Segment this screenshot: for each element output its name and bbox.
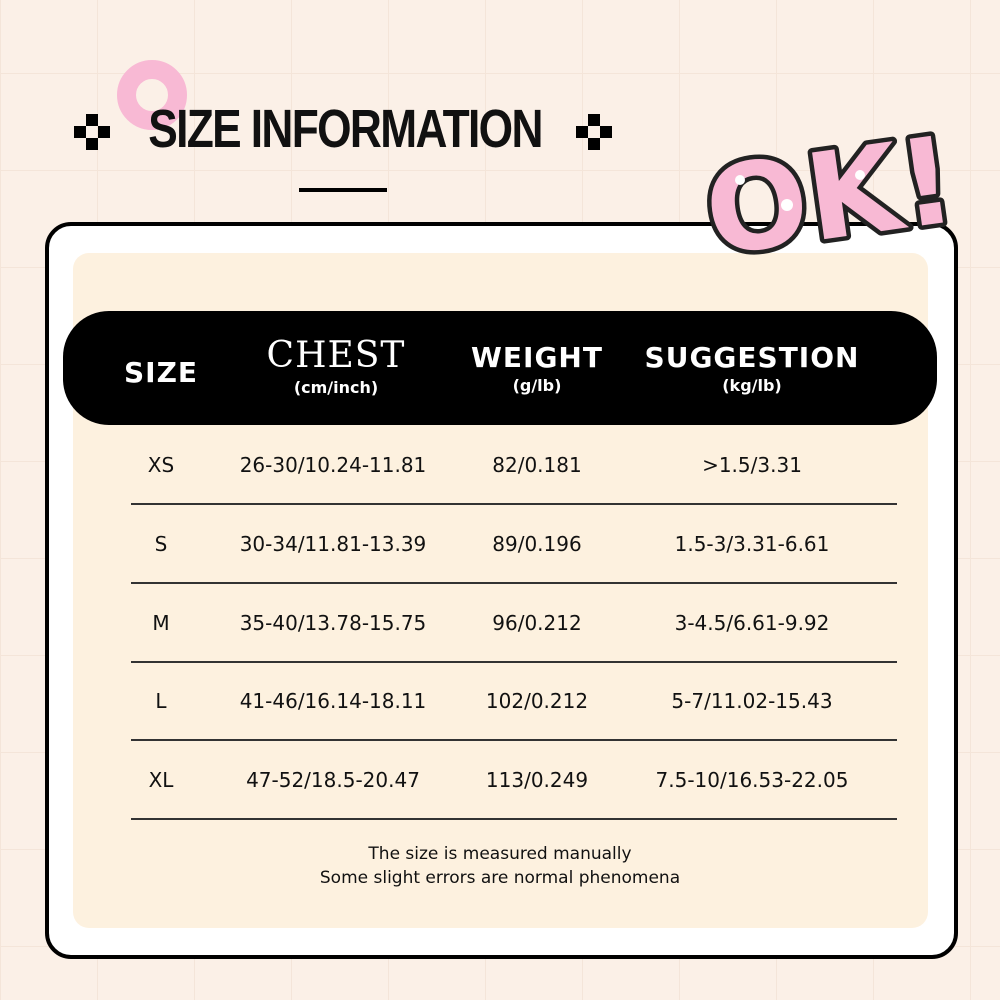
page-title: SIZE INFORMATION — [148, 99, 543, 159]
header-weight-unit: (g/lb) — [512, 376, 562, 395]
sticker-dot — [855, 170, 865, 180]
header-suggestion-label: SUGGESTION — [644, 341, 860, 374]
cell-suggestion: 7.5-10/16.53-22.05 — [655, 768, 849, 792]
ok-sticker-text: OK! — [697, 111, 955, 275]
header-suggestion-unit: (kg/lb) — [722, 376, 782, 395]
note-line-1: The size is measured manually — [368, 844, 632, 864]
table-row: XS 26-30/10.24-11.81 82/0.181 >1.5/3.31 — [0, 426, 1000, 504]
header-chest-unit: (cm/inch) — [293, 378, 379, 397]
cell-weight: 82/0.181 — [492, 453, 582, 477]
cell-suggestion: 5-7/11.02-15.43 — [671, 689, 833, 713]
sparkle-icon-left — [74, 114, 110, 150]
header-weight-label: WEIGHT — [471, 341, 603, 374]
table-row: XL 47-52/18.5-20.47 113/0.249 7.5-10/16.53-… — [0, 741, 1000, 819]
table-row: M 35-40/13.78-15.75 96/0.212 3-4.5/6.61-9.9… — [0, 584, 1000, 662]
cell-size: XS — [147, 453, 175, 477]
row-divider — [131, 818, 897, 820]
row-divider — [131, 582, 897, 584]
cell-chest: 47-52/18.5-20.47 — [246, 768, 420, 792]
header-weight: WEIGHT (g/lb) — [471, 341, 603, 395]
header-chest: CHEST (cm/inch) — [267, 335, 406, 397]
sparkle-icon-right — [576, 114, 612, 150]
row-divider — [131, 503, 897, 505]
cell-weight: 113/0.249 — [485, 768, 589, 792]
cell-size: S — [154, 532, 168, 556]
title-underline — [299, 188, 387, 192]
cell-chest: 35-40/13.78-15.75 — [239, 611, 427, 635]
header-chest-label: CHEST — [266, 335, 406, 376]
header-size: SIZE — [123, 356, 199, 389]
sticker-dot — [781, 199, 793, 211]
table-row: L 41-46/16.14-18.11 102/0.212 5-7/11.02-15.… — [0, 662, 1000, 740]
cell-size: XL — [148, 768, 174, 792]
row-divider — [131, 661, 897, 663]
cell-suggestion: 3-4.5/6.61-9.92 — [674, 611, 830, 635]
cell-weight: 89/0.196 — [492, 532, 582, 556]
cell-weight: 96/0.212 — [492, 611, 582, 635]
header-suggestion: SUGGESTION (kg/lb) — [645, 341, 860, 395]
sticker-dot — [735, 175, 745, 185]
cell-size: M — [152, 611, 170, 635]
ok-sticker: OK! — [695, 107, 955, 275]
cell-weight: 102/0.212 — [485, 689, 589, 713]
cell-chest: 41-46/16.14-18.11 — [239, 689, 427, 713]
table-header: SIZE CHEST (cm/inch) WEIGHT (g/lb) SUGGE… — [63, 311, 937, 425]
cell-suggestion: >1.5/3.31 — [702, 453, 802, 477]
cell-suggestion: 1.5-3/3.31-6.61 — [674, 532, 830, 556]
row-divider — [131, 739, 897, 741]
pink-ring-decoration — [117, 60, 187, 130]
note-line-2: Some slight errors are normal phenomena — [319, 868, 681, 888]
cell-size: L — [155, 689, 167, 713]
cell-chest: 26-30/10.24-11.81 — [239, 453, 427, 477]
table-row: S 30-34/11.81-13.39 89/0.196 1.5-3/3.31-6.6… — [0, 505, 1000, 583]
cell-chest: 30-34/11.81-13.39 — [239, 532, 427, 556]
